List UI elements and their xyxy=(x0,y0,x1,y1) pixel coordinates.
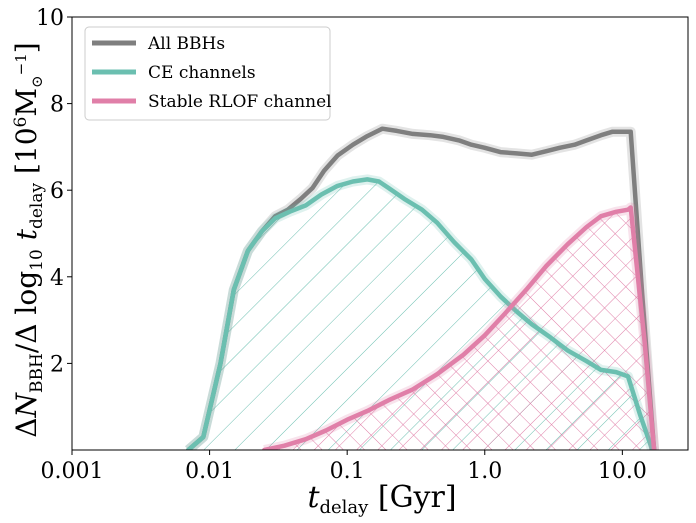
svg-text:ΔNBBH/Δ log10 tdelay [106M⊙−1]: ΔNBBH/Δ log10 tdelay [106M⊙−1] xyxy=(10,42,47,437)
y-tick-label: 10 xyxy=(36,6,64,31)
x-tick-label: 0.01 xyxy=(185,459,234,484)
y-tick-label: 4 xyxy=(50,266,64,291)
y-axis-label: ΔNBBH/Δ log10 tdelay [106M⊙−1] xyxy=(10,42,47,437)
y-tick-label: 6 xyxy=(50,179,64,204)
legend-box xyxy=(84,26,331,121)
y-tick-label: 8 xyxy=(50,93,64,118)
plot-frame xyxy=(71,16,689,451)
legend: All BBHs CE channels Stable RLOF channel xyxy=(84,26,332,121)
hatched-fill-layer xyxy=(188,179,655,450)
series-line-stable-rlof-channel xyxy=(262,205,657,450)
legend-label-stable-rlof: Stable RLOF channel xyxy=(148,92,332,112)
x-tick-label: 10.0 xyxy=(598,459,647,484)
x-tick-label: 0.1 xyxy=(330,459,365,484)
legend-label-all-bbhs: All BBHs xyxy=(147,34,225,54)
hatch-fill-stable-rlof-channel xyxy=(264,207,655,450)
x-axis-label: tdelay [Gyr] xyxy=(307,480,456,518)
y-axis-ticks: 2 4 6 8 10 xyxy=(36,6,72,377)
x-tick-label: 1.0 xyxy=(467,459,502,484)
series-line-layer xyxy=(185,123,660,450)
x-axis-ticks: 0.001 0.01 0.1 1.0 10.0 xyxy=(41,450,647,484)
x-tick-label: 0.001 xyxy=(41,459,104,484)
legend-label-ce-channels: CE channels xyxy=(148,63,256,83)
y-tick-label: 2 xyxy=(50,352,64,377)
series-line-ce-channels xyxy=(186,177,655,450)
